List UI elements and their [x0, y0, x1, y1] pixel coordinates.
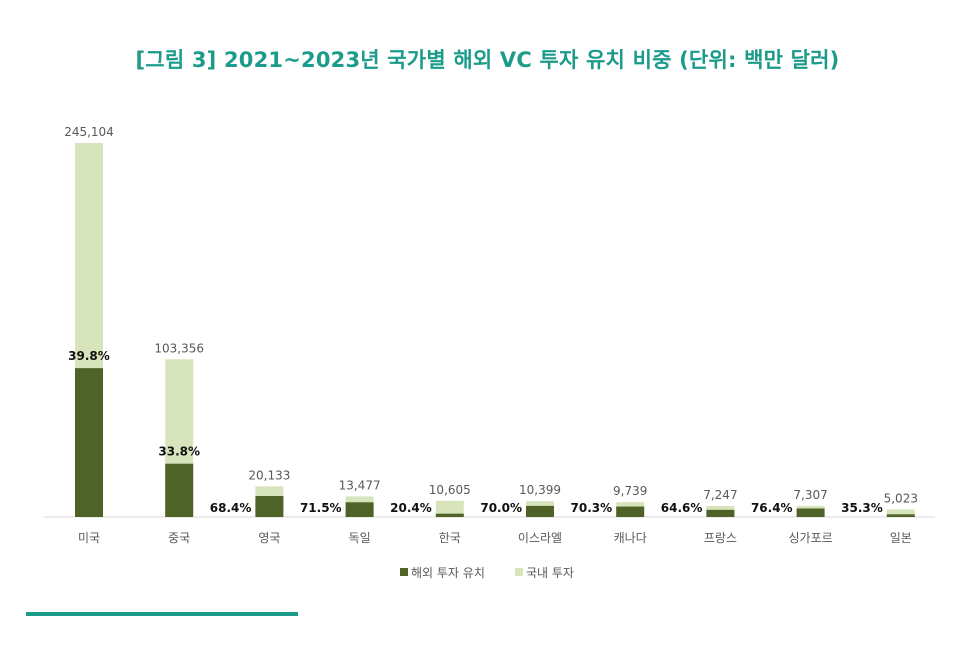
x-tick-label: 싱가포르: [789, 531, 833, 545]
x-tick-label: 일본: [890, 531, 912, 545]
bar-domestic-9: [886, 509, 915, 517]
bar-domestic-4: [435, 500, 464, 517]
share-pct-label: 68.4%: [210, 501, 252, 515]
bar-foreign-6: [616, 506, 645, 517]
total-value-label: 10,605: [429, 483, 471, 497]
legend-swatch-1: [515, 568, 523, 576]
total-value-label: 7,307: [793, 488, 827, 502]
share-pct-label: 33.8%: [158, 445, 200, 459]
x-tick-label: 중국: [168, 531, 190, 545]
total-value-label: 7,247: [703, 488, 737, 502]
labels-group: 245,104 39.8% 미국 103,356 33.8% 중국 20,133 68.4% 영…: [64, 125, 918, 545]
legend-label-1: 국내 투자: [526, 566, 574, 580]
bar-foreign-9: [886, 514, 915, 517]
share-pct-label: 64.6%: [661, 501, 703, 515]
chart-title: [그림 3] 2021~2023년 국가별 해외 VC 투자 유치 비중 (단위…: [135, 48, 840, 72]
bar-foreign-2: [255, 495, 284, 517]
bar-foreign-4: [435, 513, 464, 517]
x-tick-label: 영국: [258, 531, 280, 545]
bars-group: [75, 143, 915, 517]
x-tick-label: 프랑스: [704, 531, 737, 545]
share-pct-label: 76.4%: [751, 501, 793, 515]
legend: 해외 투자 유치 국내 투자: [400, 566, 574, 580]
bar-foreign-1: [165, 463, 194, 517]
share-pct-label: 35.3%: [841, 501, 883, 515]
share-pct-label: 20.4%: [390, 501, 432, 515]
bar-foreign-0: [75, 368, 103, 517]
share-pct-label: 39.8%: [68, 349, 110, 363]
total-value-label: 5,023: [884, 491, 918, 505]
total-value-label: 20,133: [248, 468, 290, 482]
x-tick-label: 미국: [78, 531, 100, 545]
total-value-label: 13,477: [339, 478, 381, 492]
bar-foreign-3: [345, 502, 374, 517]
total-value-label: 245,104: [64, 125, 114, 139]
share-pct-label: 70.0%: [480, 501, 522, 515]
x-tick-label: 캐나다: [614, 531, 647, 545]
x-tick-label: 독일: [349, 531, 371, 545]
x-tick-label: 한국: [439, 531, 461, 545]
bar-foreign-5: [526, 505, 554, 517]
bar-foreign-7: [706, 509, 735, 517]
share-pct-label: 71.5%: [300, 501, 342, 515]
footer-rule: [26, 612, 298, 616]
total-value-label: 10,399: [519, 483, 561, 497]
total-value-label: 103,356: [154, 341, 204, 355]
bar-foreign-8: [796, 508, 825, 517]
legend-label-0: 해외 투자 유치: [411, 566, 485, 580]
total-value-label: 9,739: [613, 484, 647, 498]
share-pct-label: 70.3%: [571, 501, 613, 515]
legend-swatch-0: [400, 568, 408, 576]
x-tick-label: 이스라엘: [518, 531, 562, 545]
